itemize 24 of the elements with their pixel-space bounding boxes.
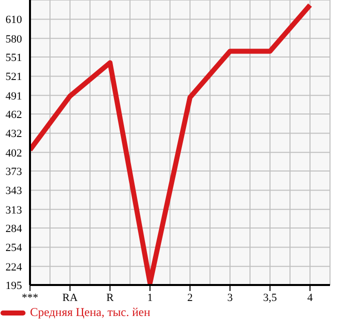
y-tick-label: 284	[6, 222, 22, 235]
x-tick-label: 3,5	[263, 292, 278, 304]
y-tick-label: 580	[6, 33, 22, 46]
x-tick-label: RA	[62, 292, 78, 304]
x-tick-label: 3	[227, 292, 234, 304]
y-tick-label: 313	[6, 204, 22, 216]
y-tick-label: 432	[6, 128, 22, 140]
y-tick-label: 402	[6, 147, 22, 160]
y-tick-label: 195	[6, 280, 22, 292]
y-tick-label: 224	[6, 261, 22, 274]
y-tick-label: 343	[6, 185, 22, 198]
y-tick-label: 254	[6, 242, 22, 254]
x-tick-label: 2	[187, 292, 193, 304]
y-tick-label: 521	[6, 71, 22, 84]
x-tick-label: R	[106, 292, 114, 304]
y-tick-label: 551	[6, 52, 22, 64]
x-tick-label: 1	[147, 292, 153, 304]
legend-label: Средняя Цена, тыс. йен	[30, 305, 150, 320]
y-tick-label: 373	[6, 166, 22, 178]
y-tick-label: 462	[6, 108, 22, 121]
y-tick-label: 491	[6, 90, 22, 102]
x-tick-label: 4	[307, 292, 314, 304]
x-tick-label: ***	[22, 292, 38, 304]
y-tick-label: 610	[6, 14, 22, 26]
